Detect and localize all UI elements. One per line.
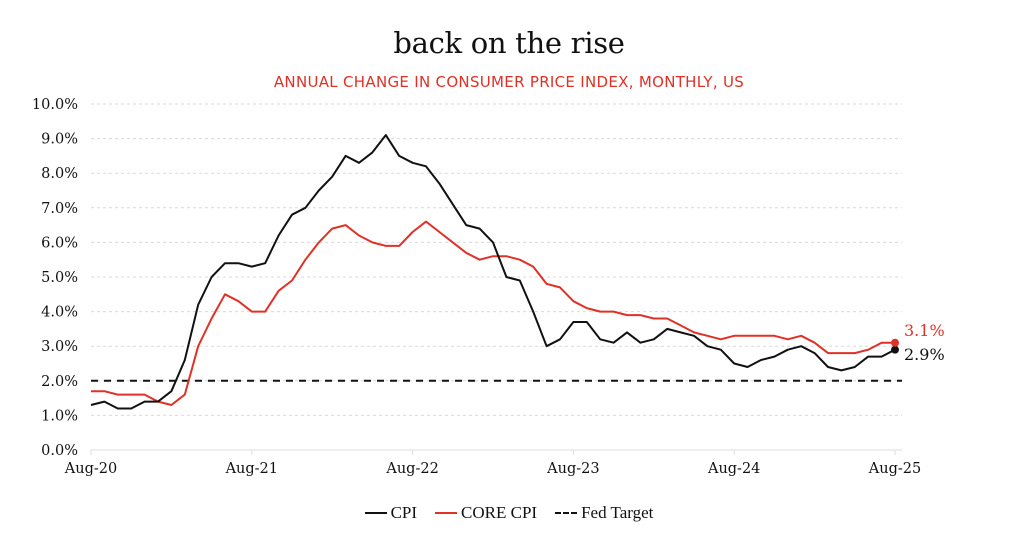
legend-label-cpi: CPI: [390, 503, 418, 522]
legend-label-fed-target: Fed Target: [581, 503, 654, 522]
y-tick-label: 9.0%: [41, 132, 78, 148]
gridlines: [91, 103, 902, 416]
legend-swatch-fed-target: [555, 512, 578, 514]
y-tick-label: 6.0%: [41, 235, 78, 251]
cpi-end-marker: [891, 345, 899, 354]
x-tick-label: Aug-25: [868, 461, 921, 477]
core-cpi-line: [91, 220, 895, 406]
legend: CPI CORE CPI Fed Target: [0, 503, 1018, 523]
x-axis: Aug-20 Aug-21 Aug-22 Aug-23 Aug-24 Aug-25: [64, 449, 921, 477]
legend-swatch-core-cpi: [435, 512, 458, 514]
x-tick-label: Aug-21: [225, 461, 278, 477]
end-annotations: 3.1% 2.9%: [891, 321, 945, 364]
core-cpi-end-label: 3.1%: [904, 321, 945, 340]
cpi-line: [90, 134, 896, 410]
legend-swatch-cpi: [364, 512, 387, 514]
series-lines: [90, 134, 902, 410]
y-tick-label: 8.0%: [41, 166, 78, 182]
y-tick-label: 1.0%: [41, 408, 78, 424]
y-tick-label: 10.0%: [32, 97, 78, 113]
y-tick-label: 2.0%: [41, 374, 78, 390]
legend-item-cpi[interactable]: CPI: [364, 503, 418, 523]
x-tick-label: Aug-23: [546, 461, 599, 477]
legend-item-fed-target[interactable]: Fed Target: [555, 503, 653, 523]
x-tick-label: Aug-22: [385, 461, 438, 477]
y-tick-label: 0.0%: [41, 443, 78, 459]
cpi-end-label: 2.9%: [904, 345, 945, 364]
core-cpi-end-marker: [891, 338, 899, 347]
y-tick-label: 5.0%: [41, 270, 78, 286]
y-axis: 0.0% 1.0% 2.0% 3.0% 4.0% 5.0% 6.0% 7.0% 8.0% 9.0%…: [32, 97, 78, 459]
legend-item-core-cpi[interactable]: CORE CPI: [435, 503, 537, 523]
x-tick-label: Aug-24: [707, 461, 760, 477]
x-tick-label: Aug-20: [64, 461, 117, 477]
y-tick-label: 7.0%: [41, 201, 78, 217]
y-tick-label: 4.0%: [41, 305, 78, 321]
legend-label-core-cpi: CORE CPI: [461, 503, 538, 522]
chart-title: back on the rise: [393, 26, 625, 60]
y-tick-label: 3.0%: [41, 339, 78, 355]
chart-subtitle: ANNUAL CHANGE IN CONSUMER PRICE INDEX, M…: [273, 73, 745, 91]
